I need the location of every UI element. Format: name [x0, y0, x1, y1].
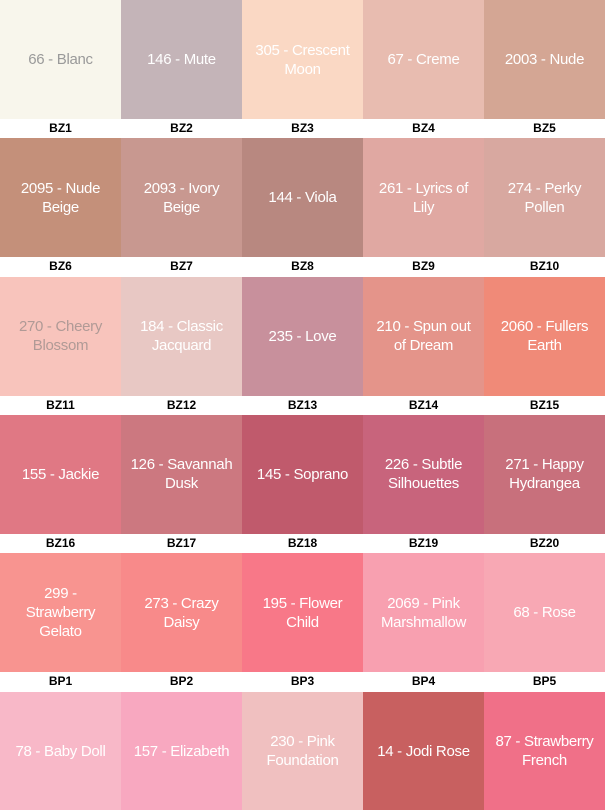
swatch: 273 - Crazy Daisy [121, 553, 242, 673]
swatch-code: BZ13 [287, 397, 318, 412]
swatch-name: 87 - Strawberry French [495, 733, 594, 769]
swatch-name: 230 - Pink Foundation [266, 733, 339, 769]
swatch-code: BZ2 [170, 121, 193, 135]
swatch-name: 235 - Love [268, 327, 337, 345]
swatch-name: 2069 - Pink Marshmallow [380, 594, 467, 631]
swatch-name: 271 - Happy Hydrangea [505, 456, 584, 493]
swatch: 68 - Rose [484, 553, 605, 673]
swatch: 144 - Viola [242, 138, 363, 258]
swatch: 235 - Love [242, 276, 363, 396]
swatch-code: BP2 [169, 674, 194, 689]
swatch: 78 - Baby Doll [0, 691, 121, 810]
swatch: 2095 - Nude Beige [0, 138, 121, 258]
swatch: 226 - Subtle Silhouettes [363, 414, 484, 534]
swatch-code: BP1 [48, 674, 73, 689]
swatch-name: 144 - Viola [268, 189, 337, 207]
swatch-name: 66 - Blanc [28, 51, 93, 68]
swatch-name: 126 - Savannah Dusk [130, 456, 233, 493]
swatch-code: BZ10 [529, 259, 560, 274]
swatch-name: 274 - Perky Pollen [507, 179, 582, 216]
swatch-code: BZ11 [46, 397, 75, 412]
swatch-name: 2003 - Nude [504, 51, 585, 68]
swatch: 126 - Savannah Dusk [121, 414, 242, 534]
swatch-code: BP3 [290, 674, 315, 689]
swatch: 270 - Cheery Blossom [0, 276, 121, 396]
swatch-code: BZ17 [166, 535, 197, 550]
swatch-name: 78 - Baby Doll [15, 742, 106, 760]
swatch-name: 261 - Lyrics of Lily [378, 179, 469, 216]
swatch: 305 - Crescent Moon [242, 0, 363, 119]
swatch-name: 146 - Mute [147, 51, 216, 68]
swatch: 157 - Elizabeth [121, 691, 242, 810]
swatch-name: 68 - Rose [513, 604, 576, 622]
swatch: 87 - Strawberry French [484, 691, 605, 810]
swatch-name: 305 - Crescent Moon [255, 41, 350, 78]
swatch-name: 273 - Crazy Daisy [144, 594, 219, 631]
swatch-name: 2060 - Fullers Earth [500, 318, 589, 355]
swatch-code: BP4 [411, 674, 436, 689]
swatch-name: 195 - Flower Child [262, 594, 343, 631]
swatch: 261 - Lyrics of Lily [363, 138, 484, 258]
swatch: 274 - Perky Pollen [484, 138, 605, 258]
swatch-name: 2095 - Nude Beige [20, 179, 101, 216]
swatch-code: BP5 [532, 674, 557, 689]
swatch: 210 - Spun out of Dream [363, 276, 484, 396]
swatch-code: BZ16 [45, 535, 76, 550]
swatch-name: 145 - Soprano [256, 465, 349, 483]
swatch-name: 67 - Creme [387, 51, 460, 68]
swatch-code: BZ5 [533, 121, 556, 135]
swatch-code: BZ9 [412, 259, 435, 274]
swatch: 146 - Mute [121, 0, 242, 119]
swatch-code: BZ3 [291, 121, 314, 135]
swatch: 271 - Happy Hydrangea [484, 414, 605, 534]
swatch-name: 157 - Elizabeth [133, 742, 230, 760]
swatch: 67 - Creme [363, 0, 484, 119]
swatch-code: BZ7 [170, 259, 193, 274]
swatch-code: BZ18 [287, 535, 318, 550]
swatch-name: 270 - Cheery Blossom [18, 318, 103, 355]
swatch: 2093 - Ivory Beige [121, 138, 242, 258]
swatch: 2003 - Nude [484, 0, 605, 119]
swatch-code: BZ8 [291, 259, 314, 274]
swatch-code: BZ15 [529, 397, 560, 412]
swatch-code: BZ6 [49, 259, 72, 274]
swatch: 2060 - Fullers Earth [484, 276, 605, 396]
swatch-name: 299 - Strawberry Gelato [25, 585, 96, 641]
swatch: 2069 - Pink Marshmallow [363, 553, 484, 673]
swatch-name: 2093 - Ivory Beige [143, 179, 220, 216]
swatch-name: 184 - Classic Jacquard [140, 318, 223, 355]
swatch-code: BZ1 [49, 121, 72, 135]
swatch-code: BZ4 [412, 121, 435, 135]
swatch: 230 - Pink Foundation [242, 691, 363, 810]
swatch-code: BZ12 [166, 397, 197, 412]
swatch-code: BZ20 [529, 535, 560, 550]
swatch: 145 - Soprano [242, 414, 363, 534]
swatch-name: 226 - Subtle Silhouettes [384, 456, 463, 493]
swatch: 66 - Blanc [0, 0, 121, 119]
swatch-name: 14 - Jodi Rose [377, 742, 470, 760]
swatch: 184 - Classic Jacquard [121, 276, 242, 396]
swatch-code: BZ14 [408, 397, 439, 412]
swatch: 195 - Flower Child [242, 553, 363, 673]
swatch: 299 - Strawberry Gelato [0, 553, 121, 673]
swatch-code: BZ19 [408, 535, 439, 550]
swatch: 14 - Jodi Rose [363, 691, 484, 810]
swatch-name: 210 - Spun out of Dream [376, 318, 471, 355]
swatch: 155 - Jackie [0, 414, 121, 534]
swatch-name: 155 - Jackie [21, 465, 100, 483]
